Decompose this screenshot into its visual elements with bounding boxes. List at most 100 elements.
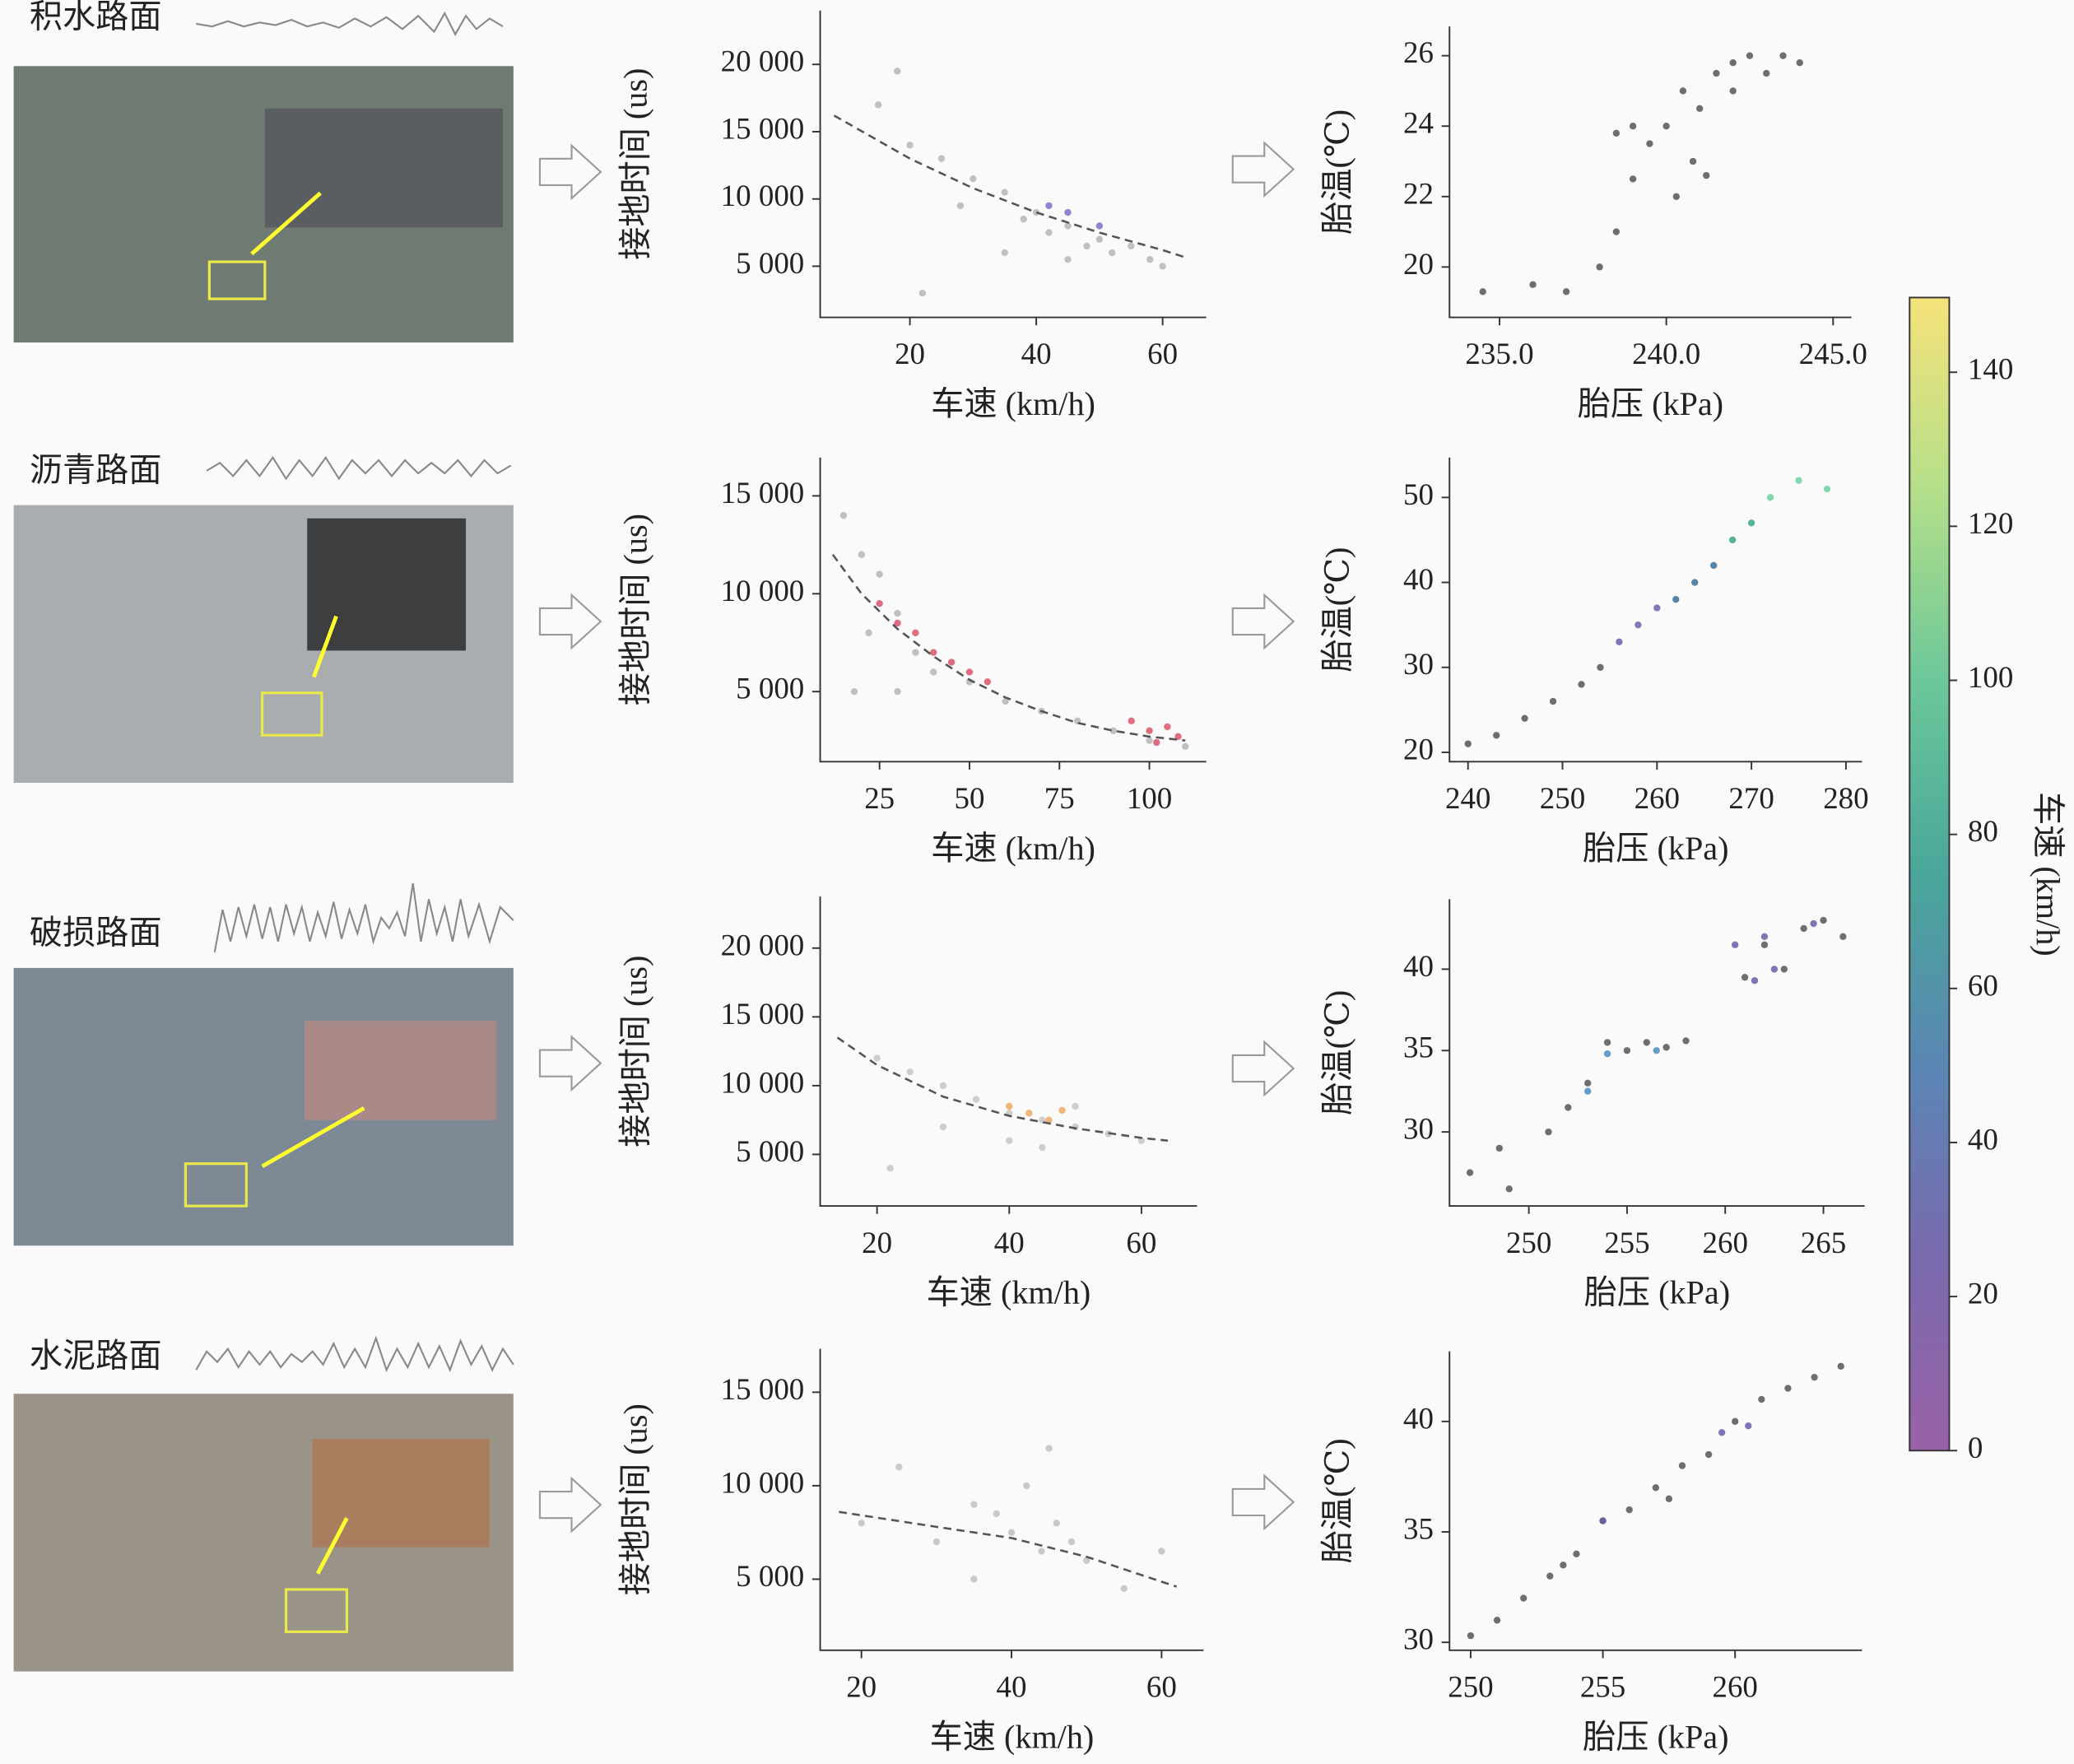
x-tick-label: 245.0 <box>1799 337 1867 370</box>
point <box>1020 216 1027 223</box>
point <box>1662 123 1670 130</box>
x-axis-label: 车速 (km/h) <box>930 1718 1095 1755</box>
point <box>865 629 872 637</box>
point <box>912 649 919 656</box>
point <box>906 142 914 149</box>
x-tick-label: 280 <box>1823 781 1868 815</box>
point <box>993 1510 1000 1518</box>
x-axis-label: 胎压 (kPa) <box>1583 830 1728 867</box>
roi-box <box>207 260 267 300</box>
point <box>1728 536 1737 544</box>
y-tick-label: 5 000 <box>736 672 804 705</box>
point <box>1612 129 1621 137</box>
road-label: 沥青路面 <box>30 451 162 488</box>
axis-spine <box>1449 457 1862 763</box>
point <box>1679 87 1687 95</box>
flow-arrow <box>538 1476 602 1534</box>
point <box>1603 1039 1611 1046</box>
point <box>1153 738 1160 747</box>
x-tick-label: 240.0 <box>1632 337 1700 370</box>
y-axis-label: 接地时间 (us) <box>617 1403 654 1595</box>
point <box>858 551 865 558</box>
y-axis-label: 胎温(℃) <box>1319 109 1356 235</box>
point <box>1646 140 1653 147</box>
flow-arrow <box>1231 593 1295 650</box>
x-tick-label: 20 <box>862 1226 892 1259</box>
point <box>1779 52 1787 59</box>
point <box>894 687 901 696</box>
point <box>1038 1548 1045 1555</box>
point <box>895 1464 903 1471</box>
y-tick-label: 26 <box>1403 35 1434 69</box>
point <box>947 659 956 666</box>
x-tick-label: 260 <box>1713 1670 1758 1704</box>
point <box>1596 263 1603 271</box>
point <box>937 155 946 162</box>
y-tick-label: 30 <box>1403 1622 1434 1656</box>
point <box>939 1123 947 1131</box>
point <box>1629 123 1637 130</box>
x-tick-label: 270 <box>1728 781 1774 815</box>
point <box>1695 105 1704 112</box>
point <box>939 1082 947 1090</box>
point <box>1760 933 1769 941</box>
point <box>1002 697 1009 705</box>
waveform <box>213 882 514 952</box>
waveform <box>206 455 512 481</box>
photo-inset <box>305 1021 496 1120</box>
point <box>1025 1110 1033 1117</box>
roi-box <box>184 1162 248 1208</box>
point <box>1810 919 1817 928</box>
x-tick-label: 40 <box>994 1226 1025 1259</box>
point <box>1784 1385 1792 1392</box>
point <box>1505 1185 1513 1193</box>
point <box>1653 1047 1660 1054</box>
point <box>1652 1484 1659 1492</box>
point <box>1643 1039 1650 1046</box>
point <box>1529 281 1537 288</box>
point <box>876 600 883 607</box>
point <box>1045 1116 1053 1124</box>
point <box>1565 1104 1572 1111</box>
point <box>956 202 965 210</box>
y-tick-label: 40 <box>1403 1401 1434 1435</box>
point <box>1495 1144 1503 1152</box>
trend-line <box>831 553 1186 742</box>
point <box>1623 1047 1631 1054</box>
point <box>1665 1495 1673 1502</box>
x-axis-label: 车速 (km/h) <box>931 830 1095 867</box>
y-tick-label: 15 000 <box>721 997 805 1031</box>
point <box>1464 740 1472 747</box>
waveform <box>196 11 504 36</box>
axis-spine <box>819 896 1197 1208</box>
point <box>972 1096 980 1103</box>
x-tick-label: 255 <box>1580 1670 1625 1704</box>
point <box>1064 208 1072 216</box>
point <box>858 1520 865 1527</box>
point <box>874 101 882 109</box>
point <box>1001 189 1008 196</box>
point <box>1032 208 1040 216</box>
y-tick-label: 20 <box>1403 247 1434 281</box>
x-tick-label: 60 <box>1126 1226 1156 1259</box>
point <box>930 649 937 656</box>
point <box>1164 723 1171 731</box>
point <box>1045 202 1053 210</box>
point <box>1758 1395 1765 1403</box>
point <box>1064 222 1072 230</box>
flow-arrow <box>1231 1473 1295 1531</box>
axis-spine <box>819 457 1207 763</box>
x-tick-label: 40 <box>997 1670 1027 1704</box>
point <box>1741 974 1749 981</box>
y-tick-label: 22 <box>1403 176 1434 210</box>
flow-arrow <box>538 143 602 201</box>
y-axis-label: 接地时间 (us) <box>617 956 654 1147</box>
point <box>1625 1506 1633 1514</box>
point <box>918 289 927 297</box>
point <box>1710 561 1718 570</box>
y-tick-label: 30 <box>1403 647 1434 681</box>
y-tick-label: 15 000 <box>721 1372 805 1406</box>
flow-arrow <box>538 1035 602 1092</box>
x-tick-label: 25 <box>864 781 895 815</box>
point <box>1584 1087 1592 1095</box>
